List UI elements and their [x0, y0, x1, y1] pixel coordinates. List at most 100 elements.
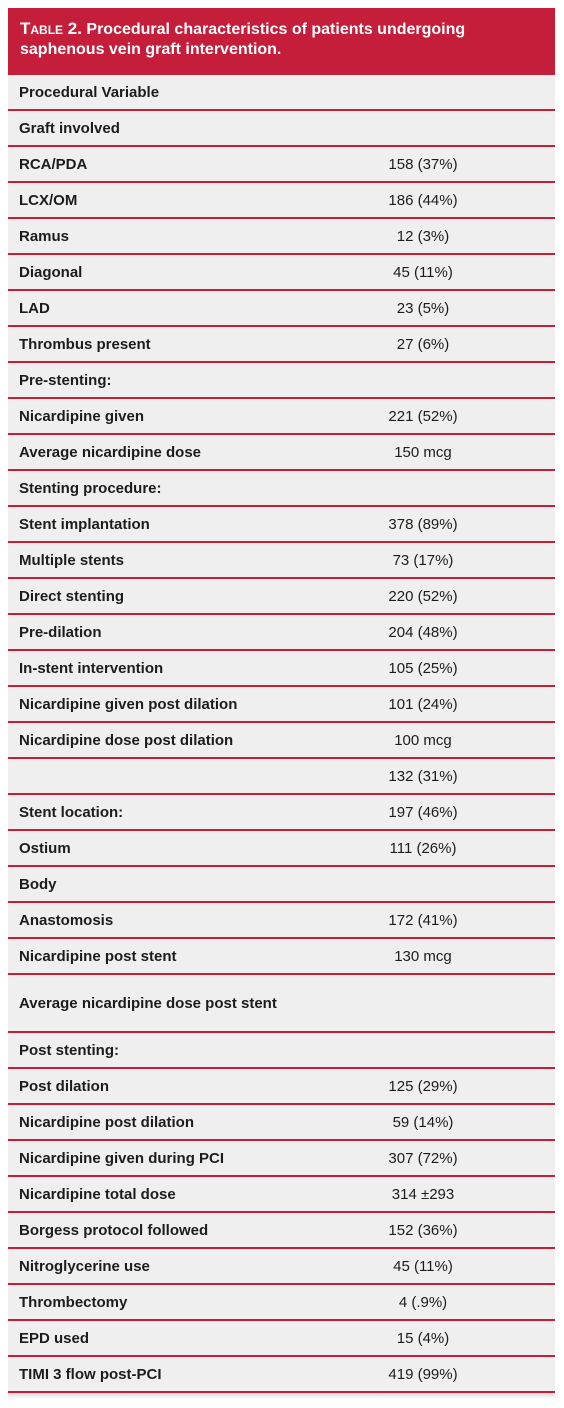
table-row: Stenting procedure:: [8, 471, 555, 507]
row-label: Stent implantation: [19, 515, 150, 533]
row-value: 27 (6%): [396, 335, 450, 353]
row-label: Diagonal: [19, 263, 83, 281]
row-value: 172 (41%): [388, 911, 458, 929]
row-label: Multiple stents: [19, 551, 125, 569]
row-label: Nicardipine given during PCI: [19, 1149, 225, 1167]
table-row: Borgess protocol followed 152 (36%): [8, 1213, 555, 1249]
row-label: LCX/OM: [19, 191, 78, 209]
table-row: EPD used 15 (4%): [8, 1321, 555, 1357]
row-label: Ramus: [19, 227, 70, 245]
table-row: Nicardipine total dose 314 ±293: [8, 1177, 555, 1213]
table-row: Thrombectomy 4 (.9%): [8, 1285, 555, 1321]
table-number: Table 2.: [20, 19, 82, 38]
row-label: Thrombectomy: [19, 1293, 128, 1311]
row-label: RCA/PDA: [19, 155, 88, 173]
table-row: Diagonal 45 (11%): [8, 255, 555, 291]
row-label: Post dilation: [19, 1077, 109, 1095]
row-value: 130 mcg: [394, 947, 452, 965]
row-label: Nicardipine total dose: [19, 1185, 176, 1203]
row-value: 220 (52%): [388, 587, 458, 605]
row-value: 15 (4%): [396, 1329, 450, 1347]
row-label: Nicardipine post stent: [19, 947, 177, 965]
row-value: 59 (14%): [392, 1113, 454, 1131]
row-value: 111 (26%): [389, 839, 457, 857]
row-label: EPD used: [19, 1329, 90, 1347]
table-row: Nicardipine dose post dilation 100 mcg: [8, 723, 555, 759]
row-label: Average nicardipine dose post stent: [19, 994, 277, 1012]
table-row: Body: [8, 867, 555, 903]
table-row: Procedural Variable: [8, 75, 555, 111]
table-row: Post stenting:: [8, 1033, 555, 1069]
row-label: Pre-dilation: [19, 623, 102, 641]
table-row: Nicardipine post stent 130 mcg: [8, 939, 555, 975]
row-label: Borgess protocol followed: [19, 1221, 209, 1239]
table-row: LAD 23 (5%): [8, 291, 555, 327]
row-label: Nicardipine post dilation: [19, 1113, 195, 1131]
row-value: 419 (99%): [388, 1365, 458, 1383]
table-row: RCA/PDA 158 (37%): [8, 147, 555, 183]
row-value: 314 ±293: [391, 1185, 455, 1203]
table-row: TIMI 3 flow post-PCI 419 (99%): [8, 1357, 555, 1393]
row-value: 307 (72%): [388, 1149, 458, 1167]
row-value: 221 (52%): [388, 407, 458, 425]
row-value: 45 (11%): [393, 1257, 453, 1275]
row-value: 152 (36%): [388, 1221, 458, 1239]
row-value: 197 (46%): [388, 803, 458, 821]
row-value: 23 (5%): [396, 299, 450, 317]
row-label: TIMI 3 flow post-PCI: [19, 1365, 162, 1383]
table-title: Table 2. Procedural characteristics of p…: [8, 8, 555, 75]
table-row: Post dilation 125 (29%): [8, 1069, 555, 1105]
table-row: 132 (31%): [8, 759, 555, 795]
table-row: Nicardipine given 221 (52%): [8, 399, 555, 435]
row-label: LAD: [19, 299, 50, 317]
row-label: Procedural Variable: [19, 83, 160, 101]
table-body: Procedural Variable Graft involved RCA/PDA…: [8, 75, 555, 1393]
row-label: In-stent intervention: [19, 659, 164, 677]
row-label: Ostium: [19, 839, 71, 857]
row-label: Body: [19, 875, 57, 893]
table-row: Ostium 111 (26%): [8, 831, 555, 867]
table-container: Table 2. Procedural characteristics of p…: [8, 8, 555, 1399]
row-label: Nicardipine dose post dilation: [19, 731, 234, 749]
row-value: 150 mcg: [394, 443, 452, 461]
table-caption: Procedural characteristics of patients u…: [20, 21, 466, 58]
row-value: 45 (11%): [393, 263, 453, 281]
row-label: Nitroglycerine use: [19, 1257, 150, 1275]
table-row: Nitroglycerine use 45 (11%): [8, 1249, 555, 1285]
row-value: 158 (37%): [388, 155, 458, 173]
table-row: Pre-stenting:: [8, 363, 555, 399]
table-row: Nicardipine given post dilation 101 (24%): [8, 687, 555, 723]
table-row: Stent implantation 378 (89%): [8, 507, 555, 543]
row-label: Stenting procedure:: [19, 479, 162, 497]
table-row: Direct stenting 220 (52%): [8, 579, 555, 615]
row-label: Nicardipine given: [19, 407, 145, 425]
row-value: 378 (89%): [388, 515, 458, 533]
row-value: 12 (3%): [396, 227, 450, 245]
table-row: Stent location: 197 (46%): [8, 795, 555, 831]
table-row: Nicardipine post dilation 59 (14%): [8, 1105, 555, 1141]
table-row: Average nicardipine dose 150 mcg: [8, 435, 555, 471]
table-row: Multiple stents 73 (17%): [8, 543, 555, 579]
row-label: Direct stenting: [19, 587, 125, 605]
table-row: Thrombus present 27 (6%): [8, 327, 555, 363]
table-row: Anastomosis 172 (41%): [8, 903, 555, 939]
row-label: Average nicardipine dose: [19, 443, 202, 461]
row-value: 105 (25%): [388, 659, 458, 677]
row-label: Thrombus present: [19, 335, 151, 353]
row-value: 132 (31%): [388, 767, 458, 785]
row-label: Post stenting:: [19, 1041, 119, 1059]
table-row: LCX/OM 186 (44%): [8, 183, 555, 219]
row-value: 73 (17%): [392, 551, 454, 569]
row-value: 100 mcg: [394, 731, 452, 749]
row-label: Nicardipine given post dilation: [19, 695, 238, 713]
table-row: Average nicardipine dose post stent: [8, 975, 555, 1033]
row-value: 4 (.9%): [398, 1293, 448, 1311]
table-row: Graft involved: [8, 111, 555, 147]
table-bottom-shadow: [8, 1393, 555, 1399]
table-row: Nicardipine given during PCI 307 (72%): [8, 1141, 555, 1177]
row-value: 186 (44%): [388, 191, 458, 209]
row-label: Pre-stenting:: [19, 371, 112, 389]
table-row: Pre-dilation 204 (48%): [8, 615, 555, 651]
row-label: Graft involved: [19, 119, 120, 137]
row-value: 101 (24%): [388, 695, 458, 713]
